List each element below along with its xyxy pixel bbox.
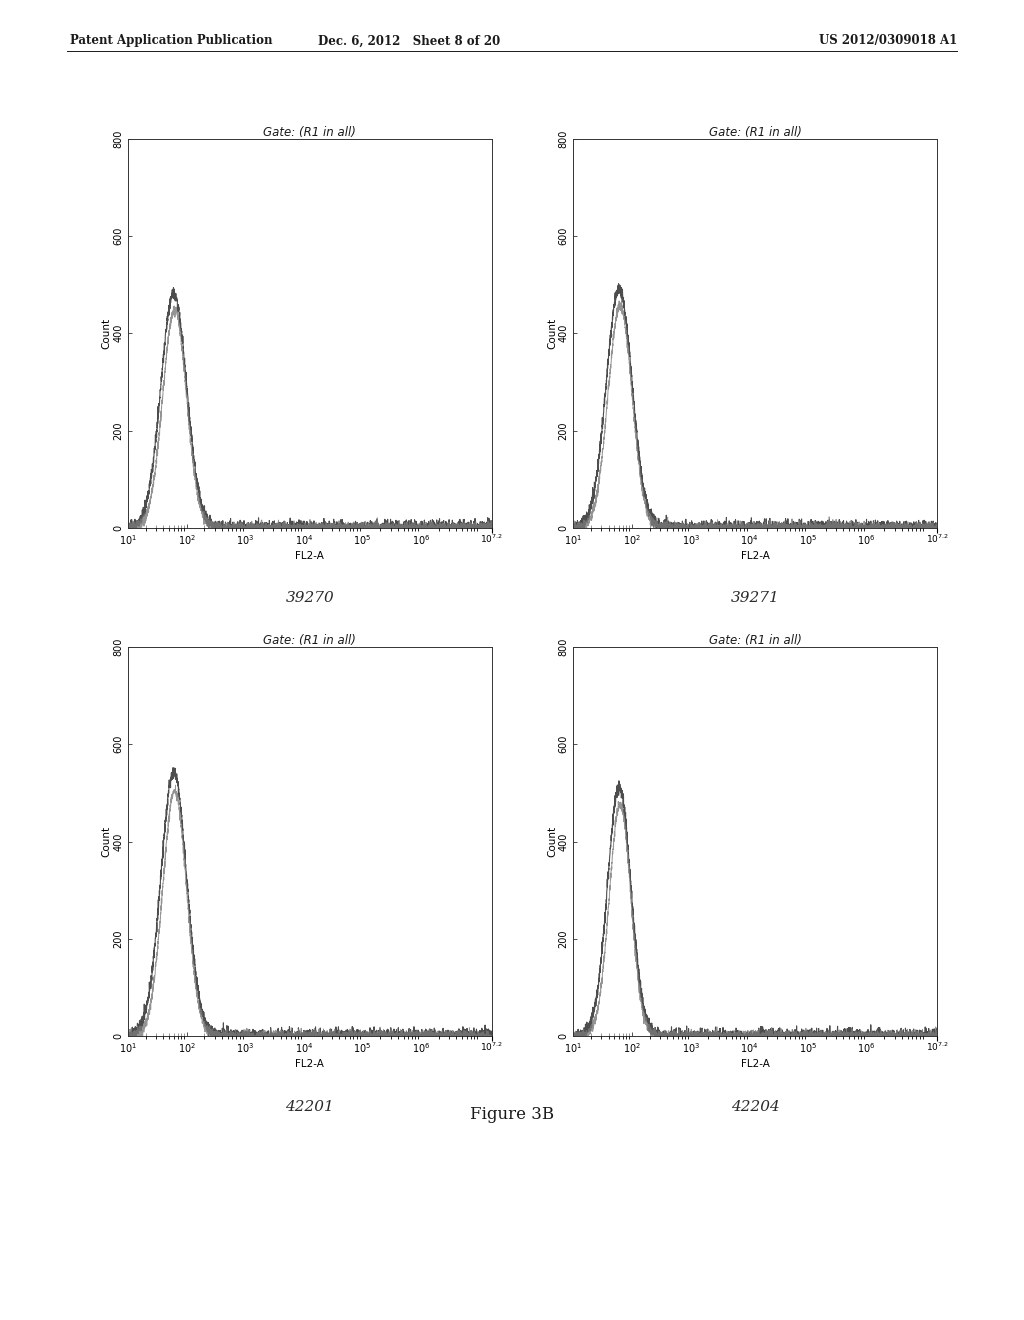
X-axis label: FL2-A: FL2-A — [740, 550, 770, 561]
Title: Gate: (R1 in all): Gate: (R1 in all) — [263, 634, 356, 647]
Text: 42201: 42201 — [286, 1100, 334, 1114]
Y-axis label: Count: Count — [101, 318, 112, 348]
Title: Gate: (R1 in all): Gate: (R1 in all) — [709, 634, 802, 647]
Text: Dec. 6, 2012   Sheet 8 of 20: Dec. 6, 2012 Sheet 8 of 20 — [318, 34, 501, 48]
Y-axis label: Count: Count — [547, 318, 557, 348]
Text: Patent Application Publication: Patent Application Publication — [70, 34, 272, 48]
X-axis label: FL2-A: FL2-A — [295, 1059, 325, 1069]
Text: US 2012/0309018 A1: US 2012/0309018 A1 — [819, 34, 957, 48]
X-axis label: FL2-A: FL2-A — [295, 550, 325, 561]
Title: Gate: (R1 in all): Gate: (R1 in all) — [709, 125, 802, 139]
Title: Gate: (R1 in all): Gate: (R1 in all) — [263, 125, 356, 139]
X-axis label: FL2-A: FL2-A — [740, 1059, 770, 1069]
Text: Figure 3B: Figure 3B — [470, 1106, 554, 1123]
Y-axis label: Count: Count — [547, 826, 557, 857]
Text: 42204: 42204 — [731, 1100, 779, 1114]
Y-axis label: Count: Count — [101, 826, 112, 857]
Text: 39270: 39270 — [286, 591, 334, 606]
Text: 39271: 39271 — [731, 591, 779, 606]
